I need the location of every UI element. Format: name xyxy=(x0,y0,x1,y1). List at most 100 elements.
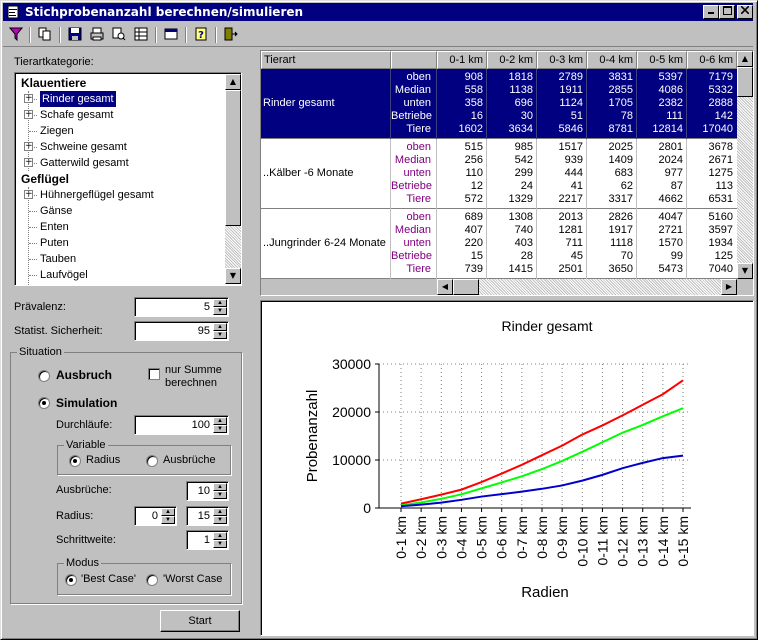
durchlaeufe-spinner[interactable]: ▲ ▼ xyxy=(213,417,227,433)
filter-button[interactable] xyxy=(6,26,26,44)
scroll-thumb[interactable] xyxy=(453,279,479,295)
tree-item[interactable]: Schafe gesamt xyxy=(40,109,114,121)
tree-category[interactable]: Geflügel xyxy=(21,172,70,186)
table-cell: 299 xyxy=(514,167,533,179)
worst-case-radio[interactable] xyxy=(146,574,158,586)
ausbrueche-input[interactable]: 10 ▲ ▼ xyxy=(186,481,229,501)
spin-up-icon[interactable]: ▲ xyxy=(213,417,227,425)
toolbar-separator xyxy=(185,27,187,43)
exit-button[interactable] xyxy=(221,26,241,44)
scroll-left-button[interactable]: ◀ xyxy=(437,279,453,295)
scroll-down-button[interactable]: ▼ xyxy=(737,263,753,279)
table-row-group[interactable] xyxy=(261,139,737,209)
spin-down-icon[interactable]: ▼ xyxy=(213,307,227,315)
title-bar: Stichprobenanzahl berechnen/simulieren xyxy=(3,3,753,21)
table-cell: 1934 xyxy=(708,237,733,249)
save-button[interactable] xyxy=(65,26,85,44)
tree-item[interactable]: Laufvögel xyxy=(40,269,88,281)
ausbrueche-spinner[interactable]: ▲ ▼ xyxy=(213,483,227,499)
results-table[interactable]: Tierart 0-1 km 0-2 km 0-3 km 0-4 km 0-5 km 0-6… xyxy=(260,50,754,296)
spin-up-icon[interactable]: ▲ xyxy=(213,483,227,491)
table-row-group[interactable] xyxy=(261,69,737,139)
table-cell: 41 xyxy=(570,180,583,192)
spin-up-icon[interactable]: ▲ xyxy=(161,508,175,516)
copy-button[interactable] xyxy=(35,26,55,44)
table-cell: 256 xyxy=(464,154,483,166)
spin-up-icon[interactable]: ▲ xyxy=(213,532,227,540)
radius-from-input[interactable]: 0 ▲ ▼ xyxy=(134,506,177,526)
column-header[interactable] xyxy=(391,51,437,69)
best-case-radio[interactable] xyxy=(65,574,77,586)
maximize-button[interactable] xyxy=(719,5,735,19)
sicherheit-input[interactable]: 95 ▲ ▼ xyxy=(134,321,229,341)
minimize-button[interactable] xyxy=(703,5,719,19)
tree-item[interactable]: Hühnergeflügel gesamt xyxy=(40,189,154,201)
ausbruch-radio[interactable] xyxy=(38,370,50,382)
spin-down-icon[interactable]: ▼ xyxy=(213,540,227,548)
table-button[interactable] xyxy=(131,26,151,44)
radius-to-spinner[interactable]: ▲ ▼ xyxy=(213,508,227,524)
species-tree[interactable]: Klauentiere + Rinder gesamt + Schafe gesamt Z… xyxy=(14,72,242,286)
start-button[interactable]: Start xyxy=(160,610,240,632)
scroll-down-button[interactable]: ▼ xyxy=(225,268,241,284)
column-header[interactable]: 0-2 km xyxy=(487,51,537,69)
spin-up-icon[interactable]: ▲ xyxy=(213,323,227,331)
help-button[interactable]: ? xyxy=(191,26,211,44)
tree-item[interactable]: Gatterwild gesamt xyxy=(40,157,129,169)
column-header[interactable]: 0-3 km xyxy=(537,51,587,69)
print-preview-button[interactable] xyxy=(109,26,129,44)
tree-item[interactable]: Schweine gesamt xyxy=(40,141,127,153)
tree-item[interactable]: Gänse xyxy=(40,205,73,217)
x-tick-label: 0-5 km xyxy=(474,516,490,559)
spin-down-icon[interactable]: ▼ xyxy=(213,425,227,433)
scroll-thumb[interactable] xyxy=(225,90,241,226)
table-row-group[interactable] xyxy=(261,209,737,279)
tree-item[interactable]: Enten xyxy=(40,221,69,233)
column-header[interactable]: 0-6 km xyxy=(687,51,737,69)
print-button[interactable] xyxy=(87,26,107,44)
radius-from-spinner[interactable]: ▲ ▼ xyxy=(161,508,175,524)
tree-connector xyxy=(28,187,29,285)
column-divider xyxy=(436,139,437,209)
table-cell: 15 xyxy=(470,250,483,262)
row-label: Betriebe xyxy=(391,250,432,262)
column-header[interactable]: 0-5 km xyxy=(637,51,687,69)
spin-down-icon[interactable]: ▼ xyxy=(213,331,227,339)
scroll-up-button[interactable]: ▲ xyxy=(225,74,241,90)
spin-down-icon[interactable]: ▼ xyxy=(213,516,227,524)
tree-item[interactable]: Tauben xyxy=(40,253,77,265)
scroll-thumb[interactable] xyxy=(737,67,753,97)
column-header[interactable]: Tierart xyxy=(261,51,391,69)
table-vscroll[interactable]: ▲ ▼ xyxy=(737,51,753,279)
praevalenz-spinner[interactable]: ▲ ▼ xyxy=(213,299,227,315)
radius-to-input[interactable]: 15 ▲ ▼ xyxy=(186,506,229,526)
column-header[interactable]: 0-4 km xyxy=(587,51,637,69)
column-header[interactable]: 0-1 km xyxy=(437,51,487,69)
table-hscroll[interactable]: ◀ ▶ xyxy=(437,279,737,295)
table-cell: 113 xyxy=(715,180,733,192)
spin-down-icon[interactable]: ▼ xyxy=(213,491,227,499)
durchlaeufe-input[interactable]: 100 ▲ ▼ xyxy=(134,415,229,435)
scroll-right-button[interactable]: ▶ xyxy=(721,279,737,295)
row-label: Tiere xyxy=(406,123,431,135)
radius-radio[interactable] xyxy=(69,455,81,467)
nur-summe-checkbox[interactable] xyxy=(148,368,160,380)
close-button[interactable] xyxy=(737,5,753,19)
tree-category[interactable]: Klauentiere xyxy=(21,76,87,90)
tree-item[interactable]: Puten xyxy=(40,237,69,249)
schrittweite-input[interactable]: 1 ▲ ▼ xyxy=(186,530,229,550)
spin-down-icon[interactable]: ▼ xyxy=(161,516,175,524)
window-button[interactable] xyxy=(161,26,181,44)
tree-item[interactable]: Ziegen xyxy=(40,125,74,137)
spin-up-icon[interactable]: ▲ xyxy=(213,299,227,307)
ausbrueche-radio[interactable] xyxy=(146,455,158,467)
sicherheit-spinner[interactable]: ▲ ▼ xyxy=(213,323,227,339)
tree-scrollbar[interactable]: ▲ ▼ xyxy=(225,74,241,284)
spin-up-icon[interactable]: ▲ xyxy=(213,508,227,516)
scroll-up-button[interactable]: ▲ xyxy=(737,51,753,67)
simulation-radio[interactable] xyxy=(38,397,50,409)
x-tick-label: 0-15 km xyxy=(675,516,691,567)
praevalenz-input[interactable]: 5 ▲ ▼ xyxy=(134,297,229,317)
tree-item[interactable]: Rinder gesamt xyxy=(40,91,116,107)
schrittweite-spinner[interactable]: ▲ ▼ xyxy=(213,532,227,548)
